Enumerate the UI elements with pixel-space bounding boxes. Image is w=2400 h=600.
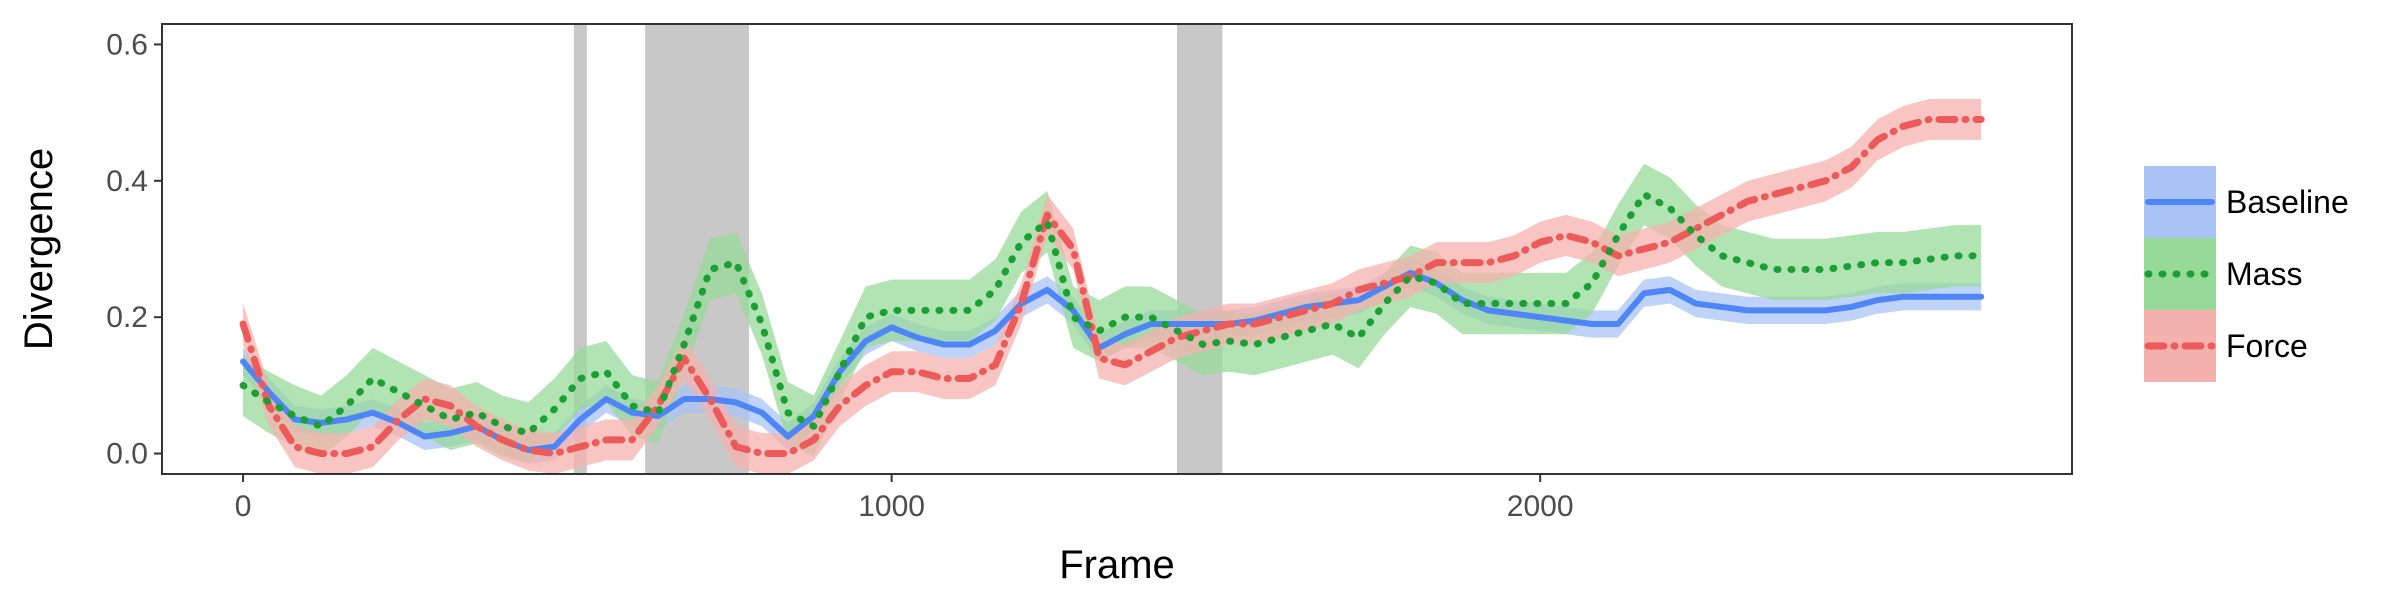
legend: Baseline Mass Force	[2144, 166, 2349, 382]
x-tick-label: 1000	[858, 490, 925, 523]
shaded-region-3	[1176, 24, 1223, 474]
legend-label-mass: Mass	[2226, 256, 2302, 292]
plot-frame	[161, 23, 2073, 475]
y-tick-label: 0.4	[106, 165, 148, 198]
legend-item-baseline: Baseline	[2144, 166, 2349, 238]
legend-item-mass: Mass	[2144, 238, 2302, 310]
x-axis-title: Frame	[1059, 543, 1175, 587]
y-tick-label: 0.0	[106, 438, 148, 471]
series-lines	[239, 115, 1985, 458]
y-axis: 0.0 0.2 0.4 0.6	[106, 28, 162, 471]
legend-label-force: Force	[2226, 328, 2308, 364]
legend-item-force: Force	[2144, 310, 2308, 382]
legend-label-baseline: Baseline	[2226, 184, 2349, 220]
y-tick-label: 0.6	[106, 28, 148, 61]
y-tick-label: 0.2	[106, 301, 148, 334]
x-tick-label: 2000	[1507, 490, 1574, 523]
line-mass	[239, 190, 1985, 437]
band-force	[243, 99, 1982, 474]
x-tick-label: 0	[235, 490, 252, 523]
y-axis-title: Divergence	[17, 148, 61, 350]
x-axis: 0 1000 2000	[235, 474, 1574, 523]
confidence-bands	[243, 99, 1982, 474]
